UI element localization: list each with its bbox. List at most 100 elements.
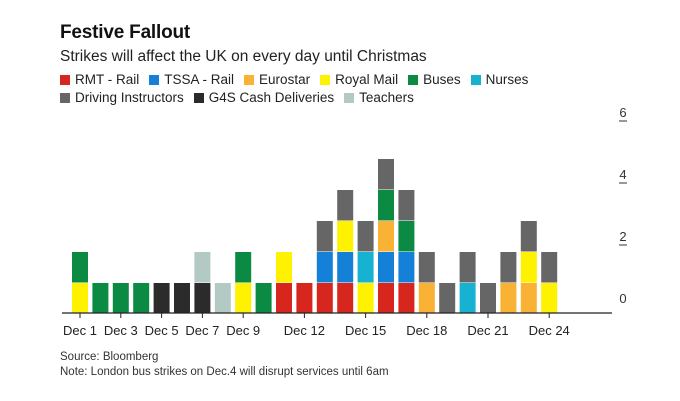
legend-label: Buses [423, 72, 461, 87]
bar-segment-dec-15-driving-instructors [357, 221, 374, 252]
legend-swatch [149, 75, 160, 85]
legend-item-g4s-cash-deliveries: G4S Cash Deliveries [193, 89, 335, 107]
legend-label: Royal Mail [335, 72, 399, 87]
bar-segment-dec-6-g4s-cash-deliveries [174, 283, 190, 314]
bar-segment-dec-15-royal-mail [357, 283, 374, 314]
bar-segment-dec-8-teachers [214, 283, 231, 314]
bar-segment-dec-19-driving-instructors [439, 283, 456, 314]
bar-segment-dec-16-tssa-rail [378, 252, 394, 283]
bar-segment-dec-14-tssa-rail [337, 252, 354, 283]
bar-segment-dec-16-eurostar [378, 221, 394, 252]
legend-swatch [344, 93, 355, 103]
legend-row: RMT - Rail TSSA - Rail Eurostar Royal Ma… [60, 71, 620, 89]
legend-label: Teachers [359, 90, 414, 105]
bar-segment-dec-3-buses [112, 283, 129, 314]
legend-label: Nurses [485, 72, 529, 87]
bar-segment-dec-7-teachers [194, 252, 211, 283]
chart-subtitle: Strikes will affect the UK on every day … [60, 48, 427, 65]
chart-title: Festive Fallout [60, 22, 191, 43]
bar-segment-dec-1-royal-mail [72, 283, 88, 314]
bar-segment-dec-12-rmt-rail [296, 283, 313, 314]
x-tick-label: Dec 12 [284, 323, 325, 338]
y-tick-label: 2 [619, 229, 626, 244]
bar-segment-dec-9-royal-mail [235, 283, 252, 314]
x-tick-label: Dec 5 [145, 323, 179, 338]
bar-segment-dec-17-rmt-rail [398, 283, 415, 314]
bar-segment-dec-14-driving-instructors [337, 190, 354, 221]
legend-row: Driving Instructors G4S Cash Deliveries … [60, 89, 620, 107]
bar-segment-dec-21-driving-instructors [480, 283, 496, 314]
legend-item-rmt-rail: RMT - Rail [60, 71, 139, 89]
bar-segment-dec-15-nurses [357, 252, 374, 283]
legend-swatch [408, 75, 419, 85]
legend-label: RMT - Rail [75, 72, 140, 87]
bar-segment-dec-22-driving-instructors [500, 252, 517, 283]
x-tick-label: Dec 18 [406, 323, 447, 338]
x-tick-label: Dec 7 [185, 323, 219, 338]
bar-segment-dec-24-driving-instructors [541, 252, 558, 283]
bar-segment-dec-24-royal-mail [541, 283, 558, 314]
bar-segment-dec-13-driving-instructors [316, 221, 333, 252]
bar-segment-dec-23-driving-instructors [520, 221, 537, 252]
legend-swatch [60, 75, 70, 85]
bar-segment-dec-5-g4s-cash-deliveries [153, 283, 170, 314]
bar-segment-dec-11-royal-mail [276, 252, 292, 283]
x-tick-label: Dec 9 [226, 323, 260, 338]
bar-segment-dec-7-g4s-cash-deliveries [194, 283, 211, 314]
bar-segment-dec-18-driving-instructors [418, 252, 435, 283]
x-tick-label: Dec 3 [104, 323, 138, 338]
bar-segment-dec-11-rmt-rail [276, 283, 292, 314]
bar-segment-dec-9-buses [235, 252, 252, 283]
x-tick-label: Dec 24 [529, 323, 570, 338]
x-ticks-group: Dec 1 Dec 3 Dec 5 Dec 7 Dec 9 Dec 12 Dec 15 Dec… [63, 313, 570, 338]
legend-item-tssa-rail: TSSA - Rail [149, 71, 234, 89]
bar-segment-dec-22-eurostar [500, 283, 517, 314]
legend-label: Eurostar [259, 72, 311, 87]
bar-segment-dec-18-eurostar [418, 283, 435, 314]
bar-segment-dec-16-buses [378, 190, 394, 221]
bar-segment-dec-17-driving-instructors [398, 190, 415, 221]
legend-label: Driving Instructors [75, 90, 184, 105]
bar-segment-dec-14-rmt-rail [337, 283, 354, 314]
legend-swatch [320, 75, 331, 85]
bar-segment-dec-4-buses [133, 283, 150, 314]
bar-segment-dec-14-royal-mail [337, 221, 354, 252]
x-tick-label: Dec 15 [345, 323, 386, 338]
x-tick-label: Dec 1 [63, 323, 97, 338]
source-note: Source: Bloomberg [60, 351, 159, 363]
y-tick-label: 4 [619, 167, 626, 182]
legend-swatch [193, 93, 204, 103]
footnote: Note: London bus strikes on Dec.4 will d… [60, 366, 389, 378]
legend-swatch [60, 93, 70, 103]
legend-label: TSSA - Rail [164, 72, 235, 87]
y-tick-label: 6 [619, 105, 626, 120]
bar-segment-dec-20-driving-instructors [459, 252, 476, 283]
y-ticks-group: 0 2 4 6 [619, 105, 627, 306]
bar-segment-dec-23-royal-mail [520, 252, 537, 283]
legend-swatch [244, 75, 255, 85]
legend-item-royal-mail: Royal Mail [320, 71, 398, 89]
legend-item-buses: Buses [408, 71, 461, 89]
bar-segment-dec-13-tssa-rail [316, 252, 333, 283]
legend-item-nurses: Nurses [470, 71, 529, 89]
bars-group [72, 159, 558, 314]
legend-item-teachers: Teachers [344, 89, 414, 107]
bar-segment-dec-1-buses [72, 252, 88, 283]
legend-swatch [470, 75, 481, 85]
bar-segment-dec-23-eurostar [520, 283, 537, 314]
legend-label: G4S Cash Deliveries [208, 90, 335, 105]
bar-segment-dec-17-tssa-rail [398, 252, 415, 283]
bar-segment-dec-2-buses [92, 283, 109, 314]
legend: RMT - Rail TSSA - Rail Eurostar Royal Ma… [60, 71, 620, 107]
bar-segment-dec-17-buses [398, 221, 415, 252]
chart-footer: Source: Bloomberg Note: London bus strik… [60, 350, 389, 380]
legend-item-driving-instructors: Driving Instructors [60, 89, 184, 107]
y-tick-label: 0 [619, 291, 626, 306]
bar-segment-dec-20-nurses [459, 283, 476, 314]
bar-segment-dec-13-rmt-rail [316, 283, 333, 314]
legend-item-eurostar: Eurostar [244, 71, 310, 89]
x-tick-label: Dec 21 [467, 323, 508, 338]
bar-segment-dec-16-driving-instructors [378, 159, 394, 190]
bar-segment-dec-16-rmt-rail [378, 283, 394, 314]
